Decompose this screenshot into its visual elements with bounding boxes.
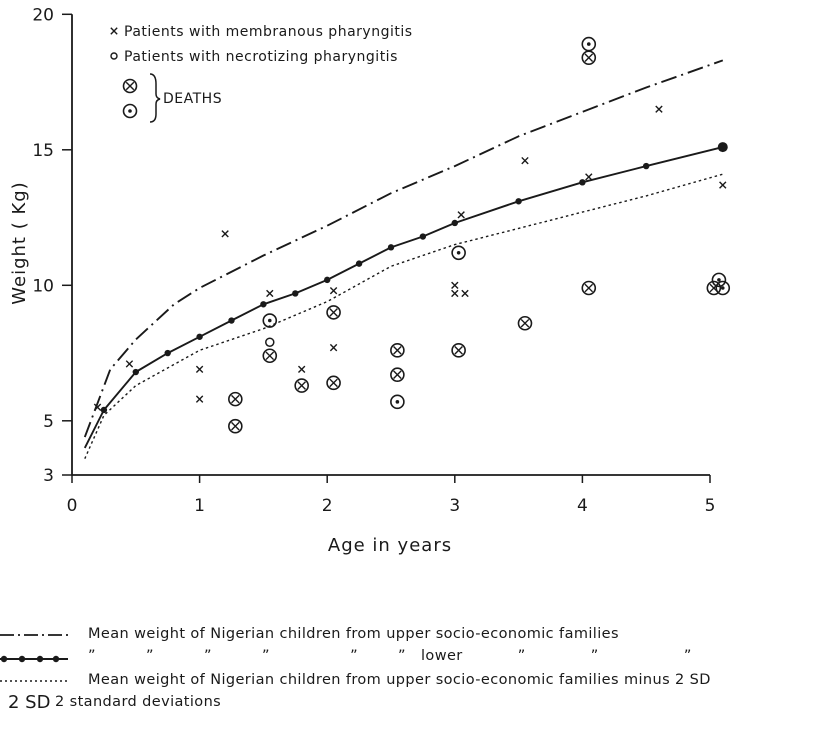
y-tick-label: 5 [43,412,54,432]
membranous-point [329,343,338,352]
legend-row-upper-mean: Mean weight of Nigerian children from up… [0,624,830,646]
series-point [579,179,586,186]
membranous-point [719,181,727,189]
curves [83,59,728,459]
legend-row-minus-2sd-text: Mean weight of Nigerian children from up… [88,672,711,688]
y-tick-label: 10 [32,276,54,296]
x-tick-label: 0 [67,496,78,516]
legend-row-2sd-text: 2 standard deviations [55,694,222,710]
legend-membranous-label: Patients with membranous pharyngitis [124,24,413,40]
series-point [451,219,458,227]
death-membranous-point [451,343,466,358]
legend-row-upper-mean-text: Mean weight of Nigerian children from up… [88,626,619,642]
death-membranous-point [228,418,243,434]
series-point [228,317,235,324]
death-necrotizing-point [581,36,597,52]
membranous-point [451,289,459,298]
death-necrotizing-point [451,245,466,261]
legend-row-lower-mean: ” ” ” ” ” ” lower ” ” ” [0,646,830,668]
death-membranous-point [581,50,597,65]
dotted-solid-line-sample [0,655,68,663]
x-tick-label: 4 [577,496,588,516]
series-point [643,162,650,170]
x-axis-label: Age in years [328,535,452,556]
membranous-point [521,156,529,165]
series-point [355,260,363,267]
chart: 0 1 2 3 4 5 3 5 10 15 20 Patients with membranous … [9,5,731,556]
death-membranous-point [294,378,309,393]
membranous-point [451,281,459,289]
x-tick-label: 3 [449,496,460,516]
axes: 0 1 2 3 4 5 3 5 10 15 20 [32,5,715,516]
death-membranous-point [326,305,341,320]
membranous-point [221,230,229,238]
membranous-point [329,287,338,295]
death-necrotizing-point [262,313,278,328]
legend-death-membranous-symbol [122,78,138,94]
series-line-1 [83,59,724,438]
data-markers [93,36,731,434]
legend-deaths-label: DEATHS [163,91,222,107]
legend-brace [149,73,161,123]
series-point [196,333,203,340]
membranous-point [195,395,204,403]
series-point [132,368,139,376]
2sd-symbol: 2 SD [8,692,51,713]
series-point [100,406,108,414]
legend-necrotizing-label: Patients with necrotizing pharyngitis [124,49,398,65]
legend-row-2sd: 2 SD 2 standard deviations [0,692,830,714]
legend-necrotizing-symbol [110,52,118,60]
series-point [717,142,728,153]
y-tick-label: 20 [32,5,54,25]
death-membranous-point [228,391,243,407]
death-membranous-point [262,348,278,364]
series-point [324,276,331,284]
y-axis-label: Weight ( Kg) [9,181,30,304]
series-point [387,244,395,251]
legend-row-lower-mean-text: ” ” ” ” ” ” lower ” ” ” [88,648,692,664]
necrotizing-point [265,337,275,347]
death-membranous-point [390,367,405,383]
legend-death-necrotizing-symbol [122,103,138,119]
series-line-3 [84,173,723,459]
death-membranous-point [326,375,341,391]
inset-legend: Patients with membranous pharyngitis Pat… [110,24,413,123]
death-necrotizing-point [715,280,731,296]
series-point [419,233,427,240]
membranous-point [125,360,134,368]
death-membranous-point [390,343,405,358]
y-tick-label: 15 [32,141,54,161]
death-membranous-point [581,280,597,296]
membranous-point [195,365,204,374]
membranous-point [457,211,465,219]
bottom-legend: Mean weight of Nigerian children from up… [0,600,830,740]
legend-row-minus-2sd: Mean weight of Nigerian children from up… [0,670,830,692]
membranous-point [461,289,469,298]
x-tick-label: 1 [194,496,205,516]
death-membranous-point [517,315,533,331]
membranous-point [585,173,593,181]
death-necrotizing-point [711,272,727,288]
x-tick-label: 2 [322,496,333,516]
membranous-point [655,105,663,113]
death-necrotizing-point [390,394,405,410]
y-tick-label: 3 [43,466,54,486]
membranous-point [297,365,306,374]
dash-dot-line-sample [0,634,70,636]
series-point [515,198,522,205]
membranous-point [266,289,274,298]
series-point [260,301,267,308]
dotted-line-sample [0,680,70,682]
series-point [292,290,299,297]
membranous-point [93,403,102,411]
legend-membranous-symbol [110,27,118,35]
x-tick-label: 5 [705,496,716,516]
series-point [164,349,171,357]
